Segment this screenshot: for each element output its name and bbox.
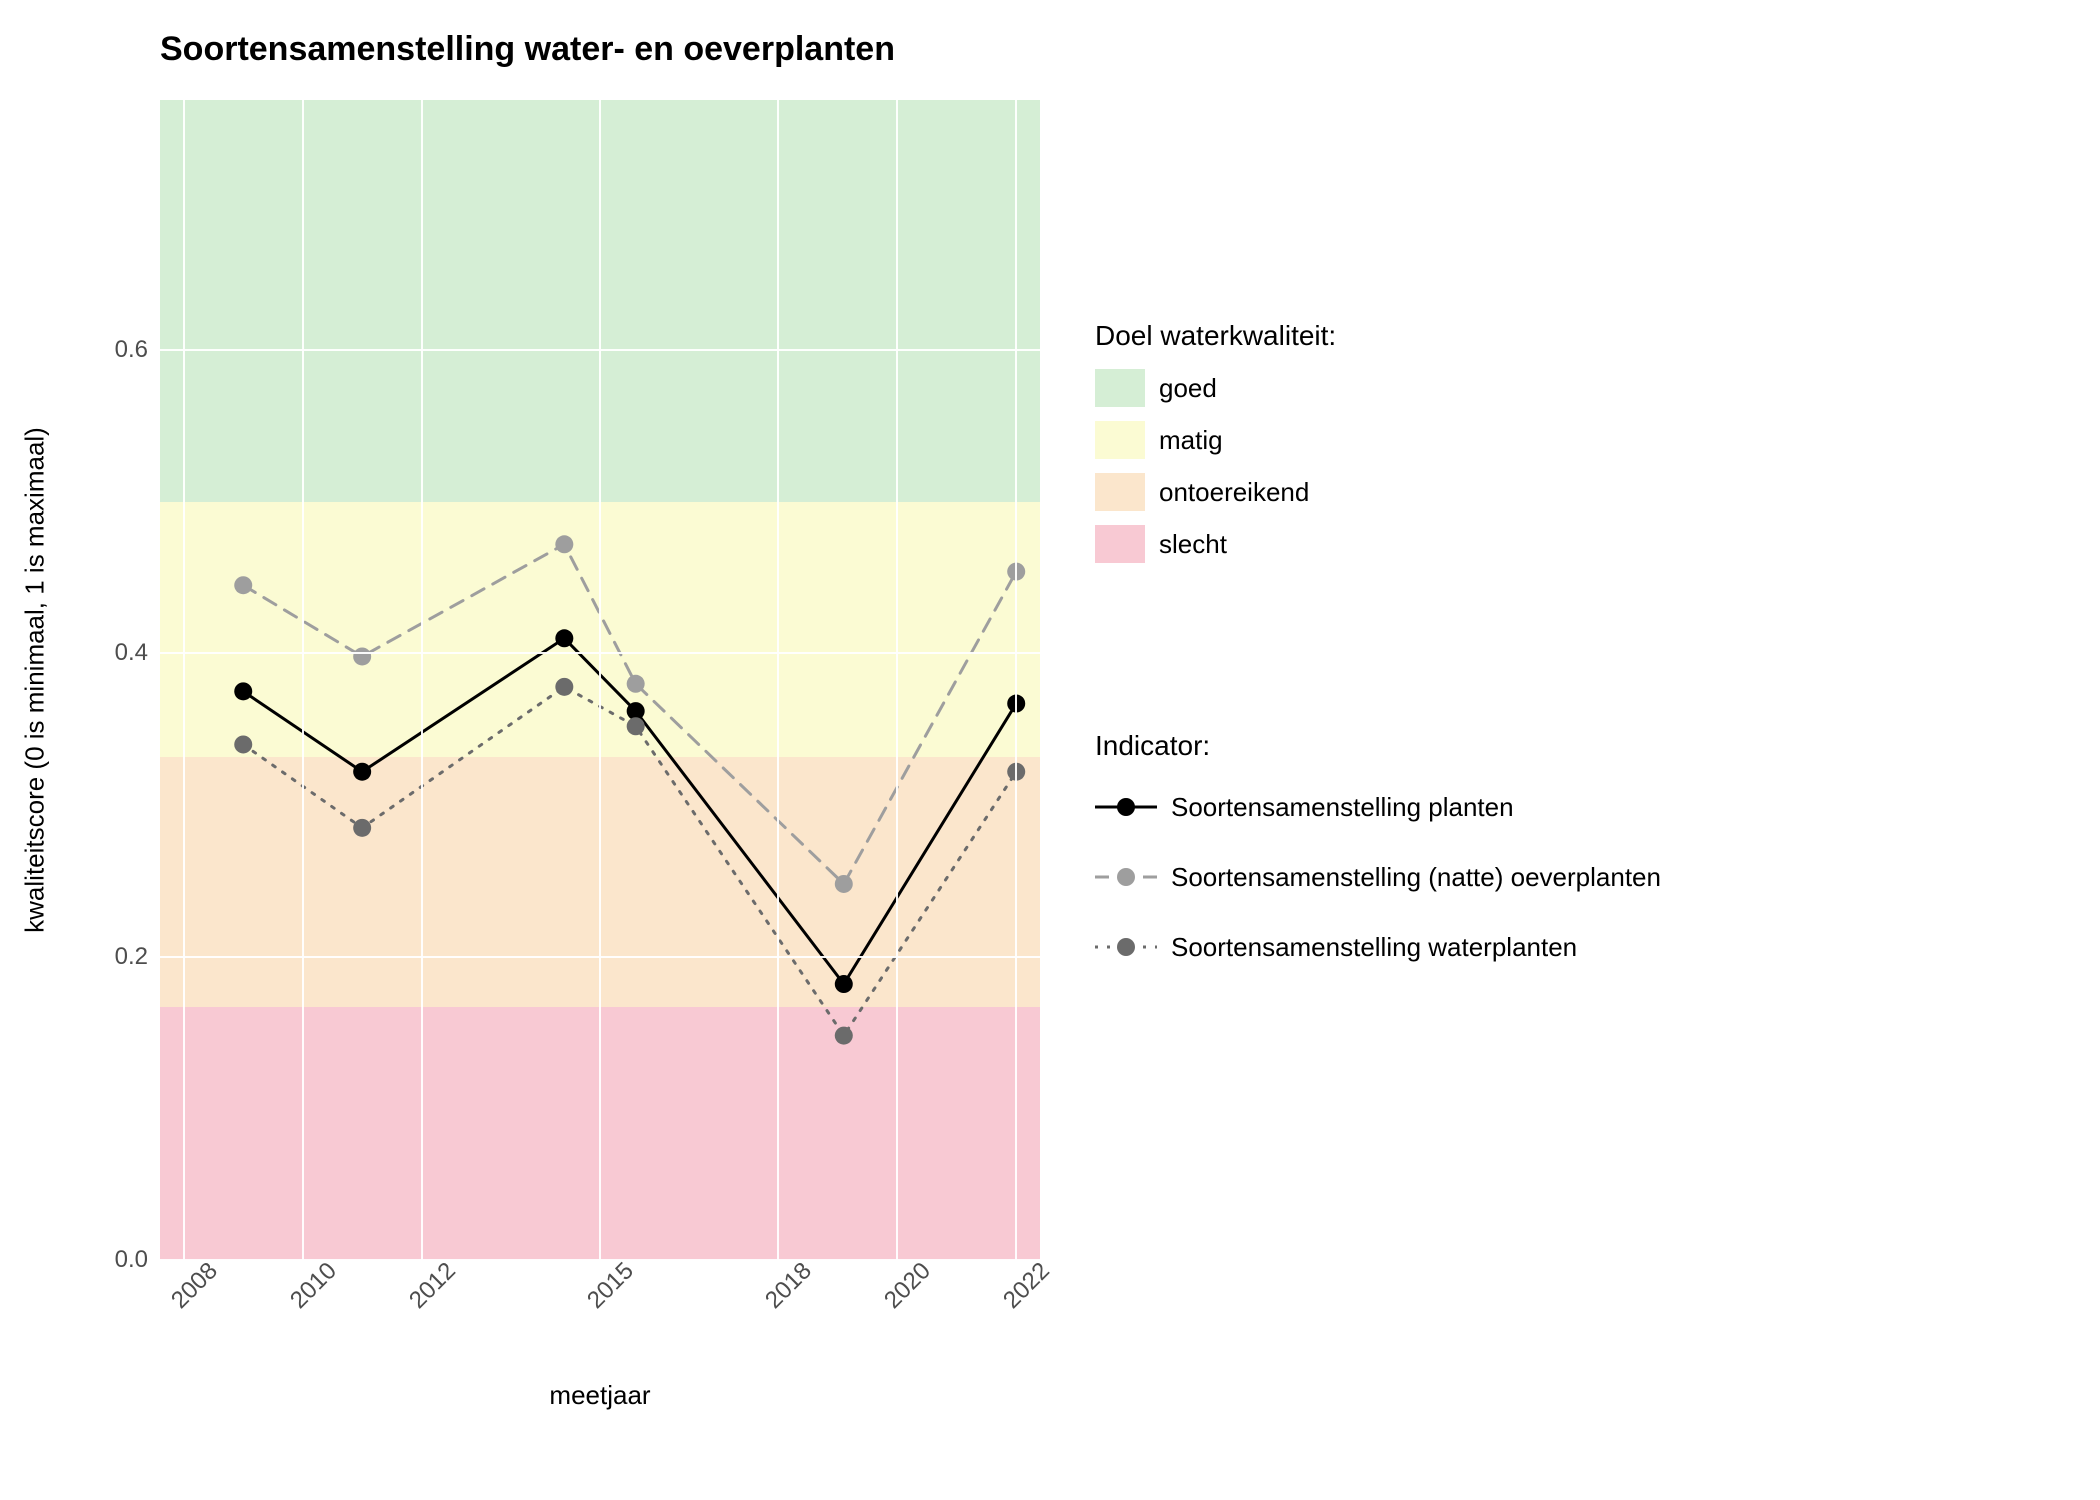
legend-line-sample [1095, 795, 1157, 819]
legend-quality-label: goed [1159, 373, 1217, 404]
chart-title: Soortensamenstelling water- en oeverplan… [160, 30, 895, 69]
gridline-v [599, 100, 601, 1260]
plot-area: 0.00.20.40.62008201020122015201820202022 [160, 100, 1040, 1260]
gridline-v [302, 100, 304, 1260]
series-marker-waterplanten [835, 1027, 853, 1045]
legend-swatch [1095, 473, 1145, 511]
legend-quality-item: ontoereikend [1095, 466, 1336, 518]
legend-swatch [1095, 525, 1145, 563]
legend-swatch [1095, 369, 1145, 407]
series-marker-oeverplanten [555, 535, 573, 553]
legend-indicator-item: Soortensamenstelling (natte) oeverplante… [1095, 842, 1661, 912]
gridline-v [421, 100, 423, 1260]
legend-swatch [1095, 421, 1145, 459]
gridline-v [777, 100, 779, 1260]
legend-quality-title: Doel waterkwaliteit: [1095, 320, 1336, 352]
legend-line-sample [1095, 935, 1157, 959]
legend-indicator-label: Soortensamenstelling planten [1171, 792, 1514, 823]
legend-line-sample [1095, 865, 1157, 889]
series-marker-oeverplanten [353, 647, 371, 665]
y-tick-label: 0.6 [115, 336, 160, 364]
legend-marker-icon [1117, 798, 1135, 816]
gridline-v [183, 100, 185, 1260]
series-marker-waterplanten [555, 678, 573, 696]
gridline-v [896, 100, 898, 1260]
legend-marker-icon [1117, 868, 1135, 886]
legend-indicator-item: Soortensamenstelling waterplanten [1095, 912, 1661, 982]
y-tick-label: 0.2 [115, 943, 160, 971]
legend-quality-label: ontoereikend [1159, 477, 1309, 508]
legend-quality-item: matig [1095, 414, 1336, 466]
legend-indicator-label: Soortensamenstelling waterplanten [1171, 932, 1577, 963]
y-tick-label: 0.0 [115, 1246, 160, 1274]
series-line-waterplanten [243, 687, 1016, 1036]
gridline-v [1015, 100, 1017, 1260]
series-marker-planten [835, 975, 853, 993]
legend-indicator-label: Soortensamenstelling (natte) oeverplante… [1171, 862, 1661, 893]
y-axis-label: kwaliteitscore (0 is minimaal, 1 is maxi… [20, 100, 51, 1260]
series-marker-planten [555, 629, 573, 647]
series-marker-planten [353, 763, 371, 781]
series-marker-planten [234, 682, 252, 700]
series-marker-oeverplanten [835, 875, 853, 893]
legend-quality: Doel waterkwaliteit: goed matig ontoereike… [1095, 320, 1336, 570]
legend-quality-item: slecht [1095, 518, 1336, 570]
series-marker-waterplanten [353, 819, 371, 837]
series-marker-waterplanten [234, 735, 252, 753]
legend-marker-icon [1117, 938, 1135, 956]
series-marker-waterplanten [627, 717, 645, 735]
legend-indicator-item: Soortensamenstelling planten [1095, 772, 1661, 842]
legend-quality-label: slecht [1159, 529, 1227, 560]
legend-indicator: Indicator: Soortensamenstelling planten S… [1095, 730, 1661, 982]
series-marker-oeverplanten [234, 576, 252, 594]
y-tick-label: 0.4 [115, 639, 160, 667]
series-marker-oeverplanten [627, 675, 645, 693]
x-axis-label: meetjaar [549, 1380, 650, 1411]
legend-indicator-title: Indicator: [1095, 730, 1661, 762]
legend-quality-item: goed [1095, 362, 1336, 414]
legend-quality-label: matig [1159, 425, 1223, 456]
